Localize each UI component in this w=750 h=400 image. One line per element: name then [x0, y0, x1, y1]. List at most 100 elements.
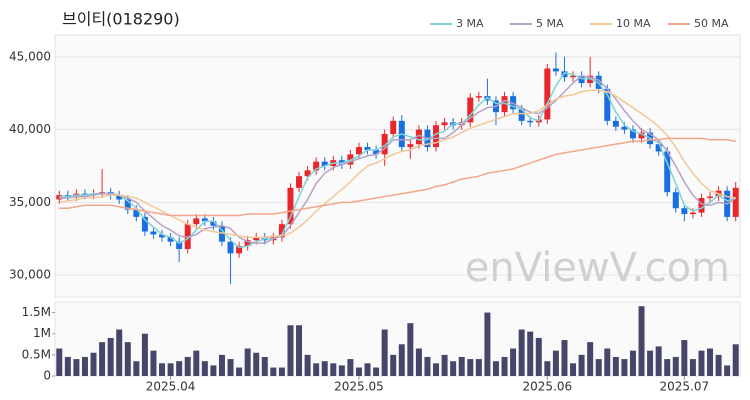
- legend-label: 3 MA: [456, 17, 484, 30]
- candle-body: [407, 144, 414, 148]
- legend-label: 5 MA: [536, 17, 564, 30]
- volume-bar: [321, 361, 328, 376]
- price-panel: [54, 34, 741, 298]
- candle-body: [475, 96, 482, 98]
- volume-bar: [201, 361, 208, 376]
- volume-bar: [253, 352, 260, 376]
- watermark: enViewV.com: [465, 245, 730, 291]
- candle-body: [124, 199, 131, 210]
- candle-body: [629, 129, 636, 139]
- candle-body: [364, 147, 371, 150]
- volume-bar: [647, 350, 654, 376]
- candle-body: [133, 209, 140, 217]
- volume-bar: [604, 348, 611, 376]
- volume-bar: [450, 361, 457, 376]
- y-tick-label: 0.5M: [22, 347, 51, 361]
- candle-body: [518, 109, 525, 121]
- volume-bar: [381, 329, 388, 376]
- candle-body: [664, 151, 671, 193]
- volume-bar: [56, 348, 63, 376]
- candle-body: [321, 161, 328, 166]
- candle-body: [355, 147, 362, 155]
- candle-body: [141, 216, 148, 232]
- volume-bar: [373, 367, 380, 376]
- candle-body: [707, 196, 714, 199]
- volume-bar: [270, 367, 277, 376]
- volume-bar: [544, 361, 551, 376]
- candle-body: [415, 129, 422, 145]
- volume-bar: [501, 356, 508, 376]
- candle-body: [689, 212, 696, 215]
- volume-bar: [475, 359, 482, 376]
- x-tick-label: 2025.04: [146, 380, 196, 394]
- volume-bar: [732, 344, 739, 376]
- volume-bar: [621, 359, 628, 376]
- candle-body: [381, 133, 388, 155]
- volume-bar: [492, 361, 499, 376]
- volume-bar: [724, 365, 731, 376]
- candle-body: [287, 187, 294, 225]
- volume-bar: [629, 350, 636, 376]
- volume-bar: [313, 363, 320, 376]
- y-tick-label: 0: [43, 369, 51, 383]
- volume-bar: [167, 363, 174, 376]
- legend-label: 10 MA: [616, 17, 651, 30]
- volume-bar: [535, 337, 542, 376]
- ma-line: [59, 74, 737, 244]
- volume-bar: [570, 363, 577, 376]
- volume-bar: [518, 329, 525, 376]
- volume-bar: [561, 340, 568, 376]
- candle-body: [527, 120, 534, 123]
- candle-body: [544, 68, 551, 120]
- candle-body: [201, 218, 208, 222]
- volume-bar: [390, 354, 397, 376]
- volume-bar: [355, 367, 362, 376]
- candle-body: [552, 68, 559, 72]
- volume-bar: [707, 348, 714, 376]
- candle-body: [570, 75, 577, 78]
- volume-bar: [698, 350, 705, 376]
- volume-bar: [458, 356, 465, 376]
- volume-bar: [176, 361, 183, 376]
- volume-bar: [681, 340, 688, 376]
- ma-line: [59, 137, 736, 217]
- volume-bar: [527, 331, 534, 376]
- chart-title: 브이티(018290): [62, 10, 180, 29]
- volume-bar: [424, 356, 431, 376]
- candle-body: [210, 221, 217, 226]
- volume-bar: [210, 365, 217, 376]
- candle-body: [612, 120, 619, 127]
- volume-bar: [484, 312, 491, 376]
- candle-body: [227, 241, 234, 254]
- volume-bar: [638, 306, 645, 376]
- volume-bar: [715, 354, 722, 376]
- candle-body: [441, 122, 448, 126]
- candle-body: [304, 170, 311, 177]
- volume-bar: [261, 356, 268, 376]
- candle-body: [244, 240, 251, 247]
- volume-bar: [227, 359, 234, 376]
- candle-body: [698, 198, 705, 213]
- candle-body: [732, 187, 739, 217]
- volume-bar: [304, 354, 311, 376]
- ma-line: [59, 72, 736, 249]
- volume-bar: [81, 356, 88, 376]
- volume-bar: [338, 365, 345, 376]
- volume-bar: [415, 348, 422, 376]
- volume-bar: [193, 350, 200, 376]
- volume-bar: [467, 359, 474, 376]
- volume-bar: [612, 356, 619, 376]
- candle-body: [655, 144, 662, 152]
- volume-bar: [141, 333, 148, 376]
- x-tick-label: 2025.07: [660, 380, 710, 394]
- candle-body: [253, 237, 260, 241]
- candle-body: [373, 149, 380, 155]
- volume-bar: [689, 359, 696, 376]
- y-tick-label: 35,000: [9, 195, 51, 209]
- volume-bar: [278, 367, 285, 376]
- candle-body: [313, 161, 320, 171]
- y-tick-label: 30,000: [9, 268, 51, 282]
- candle-body: [390, 120, 397, 134]
- candle-body: [193, 218, 200, 225]
